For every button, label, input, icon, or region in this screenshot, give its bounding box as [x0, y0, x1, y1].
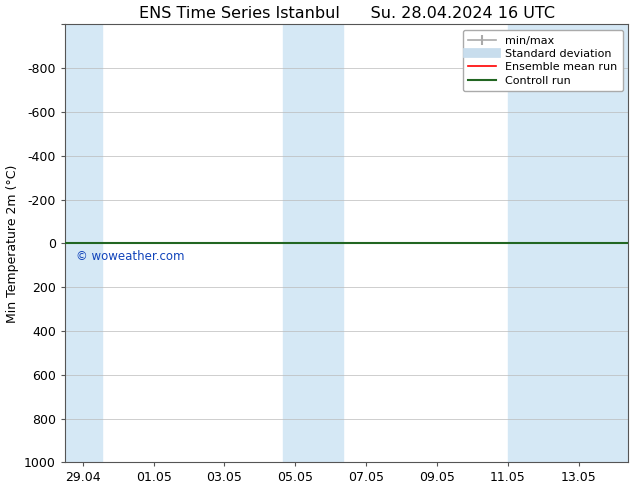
Bar: [283, 24, 343, 463]
Text: © woweather.com: © woweather.com: [75, 250, 184, 263]
Bar: [508, 24, 628, 463]
Legend: min/max, Standard deviation, Ensemble mean run, Controll run: min/max, Standard deviation, Ensemble me…: [463, 30, 623, 91]
Y-axis label: Min Temperature 2m (°C): Min Temperature 2m (°C): [6, 164, 18, 322]
Bar: [65, 24, 102, 463]
Title: ENS Time Series Istanbul      Su. 28.04.2024 16 UTC: ENS Time Series Istanbul Su. 28.04.2024 …: [139, 5, 555, 21]
